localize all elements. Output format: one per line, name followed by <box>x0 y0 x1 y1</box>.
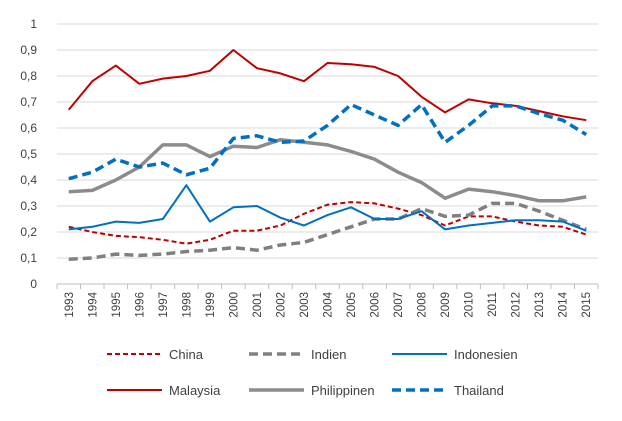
legend: China Indien Indonesien Malaysia Philippinen… <box>107 347 518 398</box>
legend-label-china: China <box>169 347 204 362</box>
x-tick-label: 2004 <box>323 291 335 317</box>
legend-label-indonesien: Indonesien <box>454 347 518 362</box>
legend-label-malaysia: Malaysia <box>169 383 221 398</box>
series-line-china <box>68 201 587 245</box>
series-lines <box>67 49 588 262</box>
x-tick-label: 2003 <box>299 292 311 318</box>
x-tick-label: 1994 <box>87 291 99 317</box>
y-tick-label: 1 <box>30 17 37 31</box>
x-tick-label: 2015 <box>581 292 593 318</box>
x-tick-label: 2009 <box>440 292 452 318</box>
series-line-thailand <box>68 102 588 181</box>
y-tick-label: 0,2 <box>20 225 37 239</box>
y-axis-ticks: 0 0,1 0,2 0,3 0,4 0,5 0,6 0,7 0,8 0,9 1 <box>20 17 37 291</box>
x-tick-label: 1995 <box>111 292 123 318</box>
series-line-indonesien <box>68 184 587 232</box>
y-tick-label: 0,7 <box>20 95 37 109</box>
y-tick-label: 0 <box>30 277 37 291</box>
y-tick-label: 0,4 <box>20 173 37 187</box>
x-tick-label: 1998 <box>181 292 193 318</box>
legend-label-philippinen: Philippinen <box>311 383 375 398</box>
x-tick-label: 1996 <box>134 292 146 318</box>
x-tick-label: 2011 <box>487 292 499 317</box>
y-tick-label: 0,6 <box>20 121 37 135</box>
x-tick-label: 1997 <box>158 292 170 318</box>
y-tick-label: 0,1 <box>20 251 37 265</box>
series-line-philippinen <box>68 137 587 203</box>
y-tick-label: 0,3 <box>20 199 37 213</box>
x-tick-label: 2000 <box>228 292 240 318</box>
series-line-malaysia <box>67 49 587 122</box>
x-tick-label: 2012 <box>511 292 523 318</box>
gridlines <box>57 23 598 285</box>
legend-label-thailand: Thailand <box>454 383 504 398</box>
x-tick-label: 2014 <box>558 291 570 317</box>
x-tick-label: 2013 <box>534 292 546 318</box>
y-tick-label: 0,8 <box>20 69 37 83</box>
x-tick-label: 1993 <box>64 292 76 318</box>
legend-label-indien: Indien <box>311 347 346 362</box>
y-tick-label: 0,9 <box>20 43 37 57</box>
series-line-indien <box>68 201 587 262</box>
y-tick-label: 0,5 <box>20 147 37 161</box>
x-tick-label: 2010 <box>464 292 476 318</box>
x-tick-label: 2008 <box>417 292 429 318</box>
x-tick-label: 2007 <box>393 292 405 318</box>
x-tick-label: 2002 <box>275 292 287 318</box>
x-tick-label: 2006 <box>370 292 382 318</box>
x-axis-ticks: 1993 1994 1995 1996 1997 1998 1999 2000 2001 2002… <box>56 284 599 318</box>
x-tick-label: 2001 <box>252 292 264 318</box>
x-tick-label: 2005 <box>346 292 358 318</box>
x-tick-label: 1999 <box>205 292 217 318</box>
